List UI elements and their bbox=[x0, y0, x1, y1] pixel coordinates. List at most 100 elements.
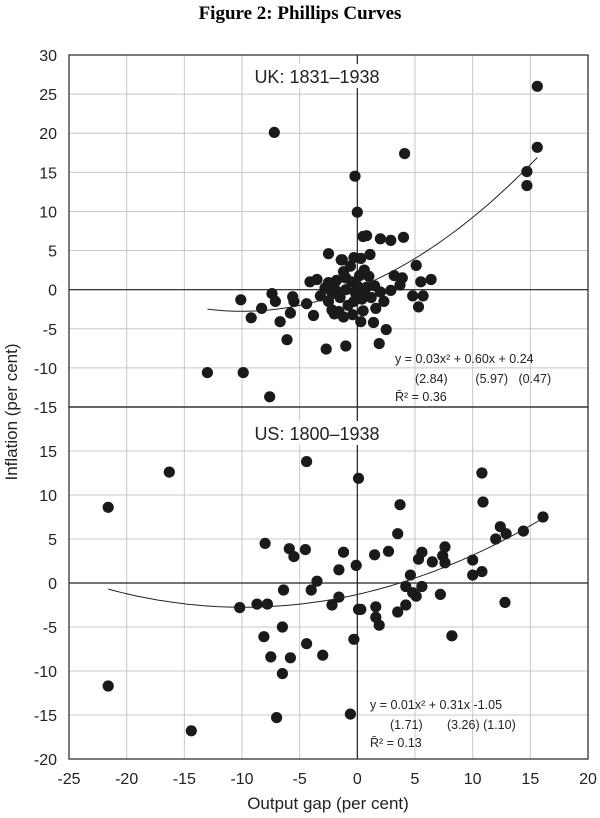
data-point bbox=[394, 279, 406, 291]
y-tick-label: -10 bbox=[34, 361, 57, 378]
data-point bbox=[477, 496, 489, 508]
y-tick-label: -10 bbox=[34, 664, 57, 681]
data-point bbox=[256, 302, 268, 314]
y-tick-label: 30 bbox=[39, 48, 57, 65]
data-point bbox=[365, 291, 377, 304]
x-tick-label: 10 bbox=[464, 771, 482, 788]
data-point bbox=[412, 301, 425, 313]
data-point bbox=[499, 596, 511, 609]
data-point bbox=[351, 206, 363, 218]
y-axis-label: Inflation (per cent) bbox=[2, 343, 21, 480]
x-tick-label: -25 bbox=[57, 771, 80, 788]
regression-equation: y = 0.03x² + 0.60x + 0.24 bbox=[395, 352, 534, 366]
x-tick-label: -5 bbox=[293, 771, 307, 788]
data-point bbox=[348, 633, 360, 645]
x-tick-label: -20 bbox=[115, 771, 138, 788]
y-tick-label: 5 bbox=[48, 532, 57, 549]
regression-t-stats: (2.84) (5.97) (0.47) bbox=[415, 372, 551, 386]
data-point bbox=[269, 295, 281, 307]
data-point bbox=[400, 599, 412, 611]
data-point bbox=[446, 630, 458, 642]
panel-us: 15 10 5 0 -5 -10 -15 -20 US: 1800–1938 y = 0.01x²… bbox=[34, 406, 589, 769]
data-point bbox=[434, 588, 446, 601]
y-tick-label: 0 bbox=[48, 576, 57, 593]
fitted-curve bbox=[207, 157, 538, 312]
data-point bbox=[382, 545, 395, 557]
data-point bbox=[349, 286, 361, 298]
data-point bbox=[385, 234, 397, 246]
data-point bbox=[399, 148, 411, 160]
data-point bbox=[425, 273, 437, 286]
x-axis-label: Output gap (per cent) bbox=[247, 794, 409, 813]
data-point bbox=[404, 569, 416, 581]
data-point bbox=[284, 307, 296, 319]
data-point bbox=[416, 580, 428, 593]
y-tick-label: -5 bbox=[43, 322, 57, 339]
data-point bbox=[355, 603, 367, 616]
y-tick-label: 25 bbox=[39, 87, 57, 104]
data-point bbox=[476, 566, 488, 578]
data-point bbox=[276, 621, 288, 633]
data-point bbox=[261, 598, 273, 610]
data-point bbox=[268, 126, 280, 138]
data-point bbox=[361, 230, 373, 242]
data-point bbox=[102, 501, 114, 513]
data-point bbox=[337, 546, 350, 558]
data-point bbox=[410, 259, 422, 271]
panels: 30 25 20 15 10 5 0 -5 -10 -15 UK: 1831–1938 y = 0.0… bbox=[34, 48, 589, 769]
y-tick-label: -15 bbox=[34, 708, 57, 725]
data-point bbox=[314, 290, 326, 302]
data-point bbox=[288, 551, 300, 563]
data-point bbox=[288, 295, 300, 307]
y-tick-label: 15 bbox=[39, 444, 57, 461]
data-point bbox=[235, 294, 247, 306]
data-point bbox=[490, 533, 502, 545]
data-point bbox=[301, 638, 313, 650]
y-tick-label: 10 bbox=[39, 488, 57, 505]
panel-label: UK: 1831–1938 bbox=[254, 67, 379, 87]
data-point bbox=[258, 631, 270, 643]
regression-r-squared: R̄² = 0.36 bbox=[395, 390, 447, 404]
data-point bbox=[284, 652, 296, 664]
data-point bbox=[340, 284, 352, 296]
data-point bbox=[333, 306, 345, 318]
data-point bbox=[500, 528, 512, 540]
data-point bbox=[350, 559, 362, 572]
data-point bbox=[367, 316, 380, 329]
data-point bbox=[439, 541, 451, 553]
data-point bbox=[385, 284, 397, 296]
data-point bbox=[305, 584, 317, 596]
data-point bbox=[364, 248, 376, 261]
y-tick-label: 20 bbox=[39, 126, 57, 143]
fitted-curve bbox=[108, 518, 543, 608]
y-tick-label: 15 bbox=[39, 165, 57, 182]
data-point bbox=[407, 290, 419, 302]
data-point bbox=[311, 273, 323, 286]
data-point bbox=[417, 290, 429, 302]
data-point bbox=[370, 601, 382, 613]
data-point bbox=[394, 499, 406, 511]
data-point bbox=[521, 180, 533, 192]
data-point bbox=[259, 537, 271, 550]
data-point bbox=[326, 599, 338, 611]
data-point bbox=[355, 316, 367, 328]
data-point bbox=[349, 170, 361, 182]
data-point bbox=[392, 528, 404, 540]
x-tick-label: 15 bbox=[521, 771, 539, 788]
data-point bbox=[340, 340, 352, 352]
data-point bbox=[331, 274, 343, 286]
data-point bbox=[521, 166, 533, 178]
data-point bbox=[355, 252, 367, 264]
data-point bbox=[317, 649, 329, 661]
x-tick-label: 0 bbox=[353, 771, 362, 788]
data-point bbox=[347, 309, 359, 321]
data-point bbox=[373, 619, 385, 631]
data-point bbox=[237, 367, 249, 379]
data-point bbox=[307, 309, 320, 322]
regression-t-stats: (1.71) (3.26) (1.10) bbox=[390, 718, 516, 732]
x-tick-label: 20 bbox=[579, 771, 597, 788]
y-tick-label: -20 bbox=[34, 752, 57, 769]
x-tick-labels: -25 -20 -15 -10 -5 0 5 10 15 20 bbox=[57, 771, 597, 788]
data-point bbox=[326, 288, 338, 300]
data-point bbox=[378, 295, 390, 307]
